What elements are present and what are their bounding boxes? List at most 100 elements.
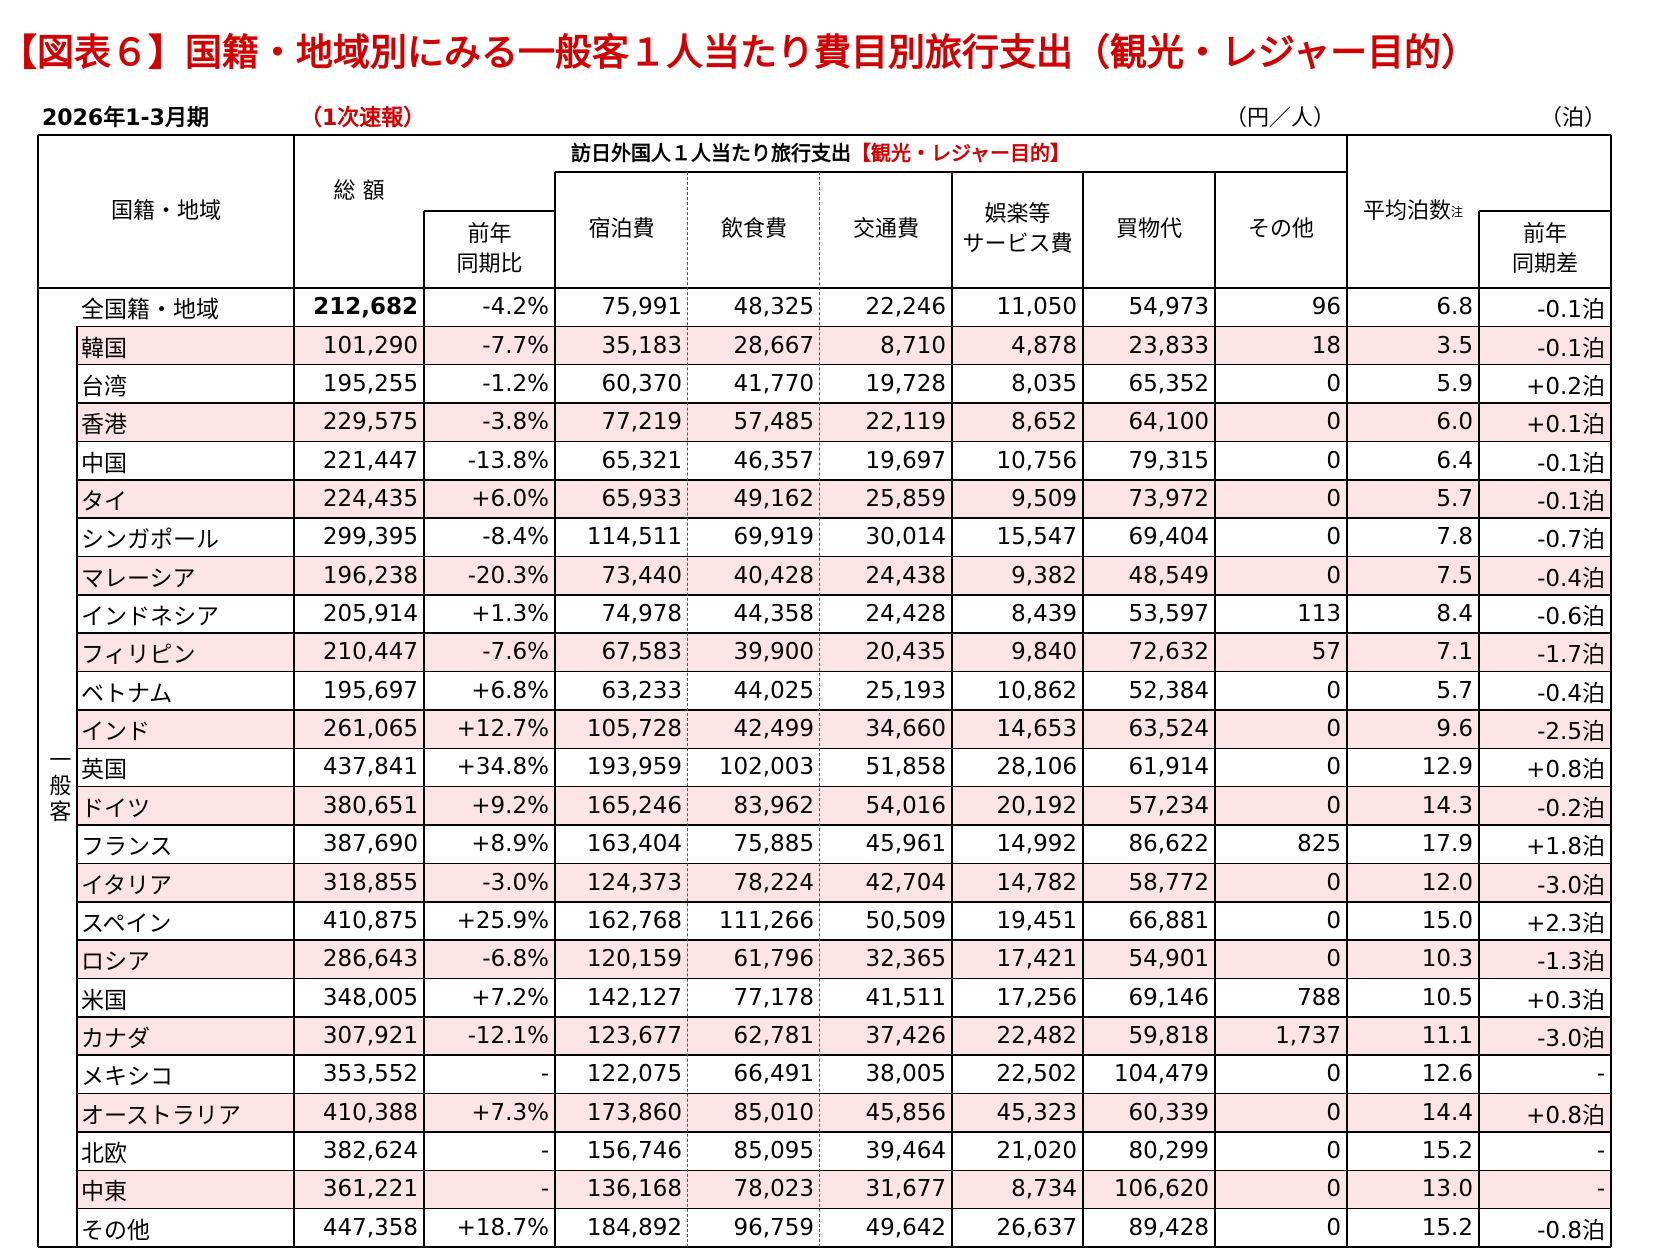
value-cell: 361,221 [322,1176,418,1203]
value-cell: 380,651 [322,792,418,819]
value-cell: - [540,1176,549,1203]
value-cell: 44,025 [733,677,814,704]
region-name: タイ [81,488,127,515]
value-cell: 42,499 [733,716,814,743]
value-cell: 7.1 [1436,639,1473,666]
header-shopping: 買物代 [1115,217,1182,243]
value-cell: 156,746 [586,1138,682,1165]
value-cell: 13.0 [1421,1176,1473,1203]
value-cell: -6.8% [482,946,549,973]
value-cell: 229,575 [322,409,418,436]
value-cell: -0.1泊 [1537,488,1605,515]
value-cell: 1,737 [1275,1023,1341,1049]
value-cell: 113 [1297,601,1341,628]
unit-nights: （泊） [1540,106,1607,131]
value-cell: +0.8泊 [1526,757,1605,784]
h-line [424,210,555,212]
value-cell: 142,127 [586,984,682,1011]
value-cell: 173,860 [586,1099,682,1126]
group-title: 訪日外国人１人当たり旅行支出 [571,141,851,165]
value-cell: -13.8% [467,447,549,474]
value-cell: 45,961 [865,831,946,858]
value-cell: 15.2 [1421,1138,1473,1165]
value-cell: +0.8泊 [1526,1102,1605,1129]
value-cell: 0 [1326,1099,1341,1126]
v-line [951,172,953,1247]
value-cell: - [540,1138,549,1165]
row-band [77,940,1611,979]
value-cell: 31,677 [865,1176,946,1203]
value-cell: 437,841 [322,754,418,781]
value-cell: 57,485 [733,409,814,436]
value-cell: +0.1泊 [1526,412,1605,439]
value-cell: 307,921 [322,1023,418,1049]
value-cell: -0.1泊 [1537,450,1605,477]
value-cell: 788 [1297,984,1341,1011]
header-food: 飲食費 [720,217,787,243]
value-cell: 96 [1311,294,1341,321]
value-cell: 35,183 [601,332,682,359]
value-cell: 210,447 [322,639,418,666]
region-name: カナダ [81,1026,150,1052]
h-line [77,479,1611,481]
value-cell: 49,162 [733,485,814,512]
h-line [77,747,1611,750]
v-line [1346,135,1348,1247]
value-cell: 23,833 [1128,332,1209,359]
value-cell: 96,759 [733,1214,814,1241]
value-cell: -0.2泊 [1537,795,1605,822]
value-cell: 73,972 [1128,485,1209,512]
value-cell: 348,005 [322,984,418,1011]
region-name: 英国 [81,757,127,784]
value-cell: 40,428 [733,562,814,589]
row-band [77,633,1611,672]
value-cell: 14,992 [996,831,1077,858]
value-cell: -3.0泊 [1537,1026,1605,1052]
value-cell: 30,014 [865,524,946,551]
h-line [77,824,1611,826]
header-group: 訪日外国人１人当たり旅行支出 【観光・レジャー目的】 [294,135,1347,172]
region-name: 全国籍・地域 [81,297,219,324]
h-line [77,1016,1611,1018]
value-cell: 3.5 [1436,332,1473,359]
value-cell: 410,388 [322,1099,418,1126]
h-line [1479,210,1611,212]
value-cell: -0.4泊 [1537,680,1605,707]
value-cell: -1.2% [482,370,549,397]
value-cell: - [540,1061,549,1088]
value-cell: -7.6% [482,639,549,666]
value-cell: -1.7泊 [1537,642,1605,669]
value-cell: 123,677 [586,1023,682,1049]
v-line [293,135,295,1247]
header-lodging: 宿泊費 [588,217,655,243]
v-line [1610,135,1612,1247]
value-cell: 44,358 [733,601,814,628]
value-cell: 37,426 [865,1023,946,1049]
value-cell: 32,365 [865,946,946,973]
value-cell: +0.2泊 [1526,373,1605,400]
value-cell: 65,321 [601,447,682,474]
value-cell: 6.4 [1436,447,1473,474]
value-cell: 5.7 [1436,485,1473,512]
value-cell: 80,299 [1128,1138,1209,1165]
title: 【図表６】国籍・地域別にみる一般客１人当たり費目別旅行支出（観光・レジャー目的） [0,31,1479,74]
value-cell: +1.8泊 [1526,834,1605,861]
value-cell: 12.6 [1421,1061,1473,1088]
header-region: 国籍・地域 [110,198,221,224]
value-cell: -20.3% [467,562,549,589]
value-cell: 136,168 [586,1176,682,1203]
h-line [77,632,1611,634]
h-line [38,134,1611,136]
value-cell: 22,246 [865,294,946,321]
h-line [77,1131,1611,1133]
value-cell: 10.3 [1421,946,1473,973]
row-band [77,479,1611,519]
value-cell: 224,435 [322,485,418,512]
value-cell: 22,482 [996,1023,1077,1049]
value-cell: 65,933 [601,485,682,512]
region-name: インド [81,719,150,746]
value-cell: 19,728 [865,370,946,397]
value-cell: 86,622 [1128,831,1209,858]
value-cell: 12.9 [1421,754,1473,781]
value-cell: 410,875 [322,907,418,934]
